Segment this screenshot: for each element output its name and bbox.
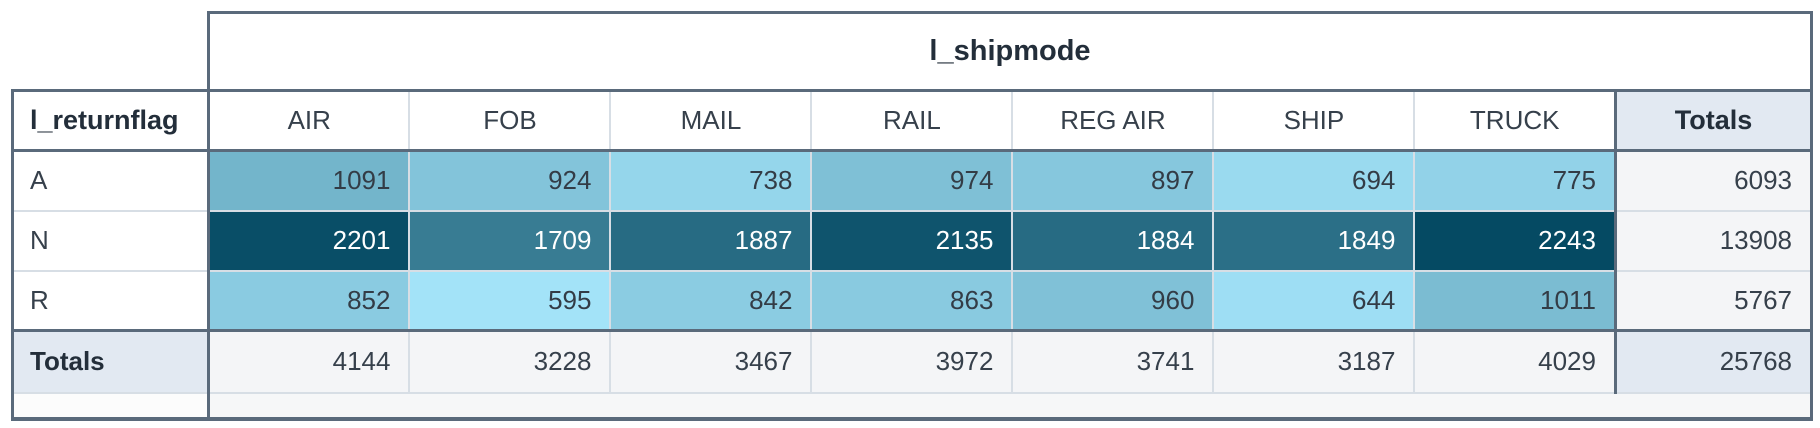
row-label: R: [11, 269, 210, 332]
heatmap-cell[interactable]: 960: [1011, 269, 1215, 332]
footer-spacer-row: [11, 391, 1813, 421]
heatmap-cell[interactable]: 738: [609, 149, 813, 212]
row-label: N: [11, 209, 210, 272]
row-total-cell[interactable]: 13908: [1613, 209, 1814, 272]
row-total-cell[interactable]: 5767: [1613, 269, 1814, 332]
heatmap-cell[interactable]: 1884: [1011, 209, 1215, 272]
heatmap-cell[interactable]: 863: [810, 269, 1014, 332]
heatmap-cell[interactable]: 924: [408, 149, 612, 212]
heatmap-cell[interactable]: 842: [609, 269, 813, 332]
heatmap-cell[interactable]: 595: [408, 269, 612, 332]
column-totals-row: Totals 4144 3228 3467 3972 3741 3187 4029 25768: [11, 329, 1814, 394]
heatmap-cell[interactable]: 1849: [1212, 209, 1416, 272]
column-total-cell[interactable]: 4029: [1413, 329, 1617, 394]
column-header: REG AIR: [1011, 89, 1215, 152]
footer-spacer: [208, 391, 1813, 421]
heatmap-cell[interactable]: 2201: [207, 209, 411, 272]
column-total-cell[interactable]: 3187: [1212, 329, 1416, 394]
heatmap-cell[interactable]: 2243: [1413, 209, 1617, 272]
heatmap-cell[interactable]: 897: [1011, 149, 1215, 212]
column-total-cell[interactable]: 4144: [207, 329, 411, 394]
heatmap-cell[interactable]: 644: [1212, 269, 1416, 332]
heatmap-cell[interactable]: 2135: [810, 209, 1014, 272]
row-total-cell[interactable]: 6093: [1613, 149, 1814, 212]
table-row: A 1091 924 738 974 897 694 775 6093: [11, 149, 1814, 212]
heatmap-cell[interactable]: 1011: [1413, 269, 1617, 332]
column-dimension-row: l_shipmode: [12, 11, 1813, 92]
column-total-cell[interactable]: 3228: [408, 329, 612, 394]
heatmap-cell[interactable]: 1709: [408, 209, 612, 272]
column-total-cell[interactable]: 3972: [810, 329, 1014, 394]
column-header: SHIP: [1212, 89, 1416, 152]
heatmap-cell[interactable]: 1887: [609, 209, 813, 272]
heatmap-cell[interactable]: 974: [810, 149, 1014, 212]
column-header: FOB: [408, 89, 612, 152]
row-dimension-header: l_returnflag: [11, 89, 210, 152]
column-header: AIR: [207, 89, 411, 152]
heatmap-cell[interactable]: 775: [1413, 149, 1617, 212]
heatmap-cell[interactable]: 852: [207, 269, 411, 332]
column-total-cell[interactable]: 3467: [609, 329, 813, 394]
totals-row-header: Totals: [11, 329, 210, 394]
column-header: RAIL: [810, 89, 1014, 152]
grand-total-cell[interactable]: 25768: [1613, 329, 1814, 394]
pivot-table: l_shipmode l_returnflag AIR FOB MAIL RAIL RE…: [11, 11, 1814, 421]
heatmap-cell[interactable]: 694: [1212, 149, 1416, 212]
corner-spacer: [12, 12, 209, 91]
table-row: R 852 595 842 863 960 644 1011 5767: [11, 269, 1814, 332]
column-header: TRUCK: [1413, 89, 1617, 152]
heatmap-cell[interactable]: 1091: [207, 149, 411, 212]
column-total-cell[interactable]: 3741: [1011, 329, 1215, 394]
column-header: MAIL: [609, 89, 813, 152]
table-row: N 2201 1709 1887 2135 1884 1849 2243 13908: [11, 209, 1814, 272]
column-dimension-header: l_shipmode: [207, 11, 1813, 92]
totals-column-header: Totals: [1613, 89, 1814, 152]
footer-spacer-label: [11, 391, 210, 421]
column-header-row: l_returnflag AIR FOB MAIL RAIL REG AIR SHIP TR…: [11, 89, 1814, 152]
row-label: A: [11, 149, 210, 212]
